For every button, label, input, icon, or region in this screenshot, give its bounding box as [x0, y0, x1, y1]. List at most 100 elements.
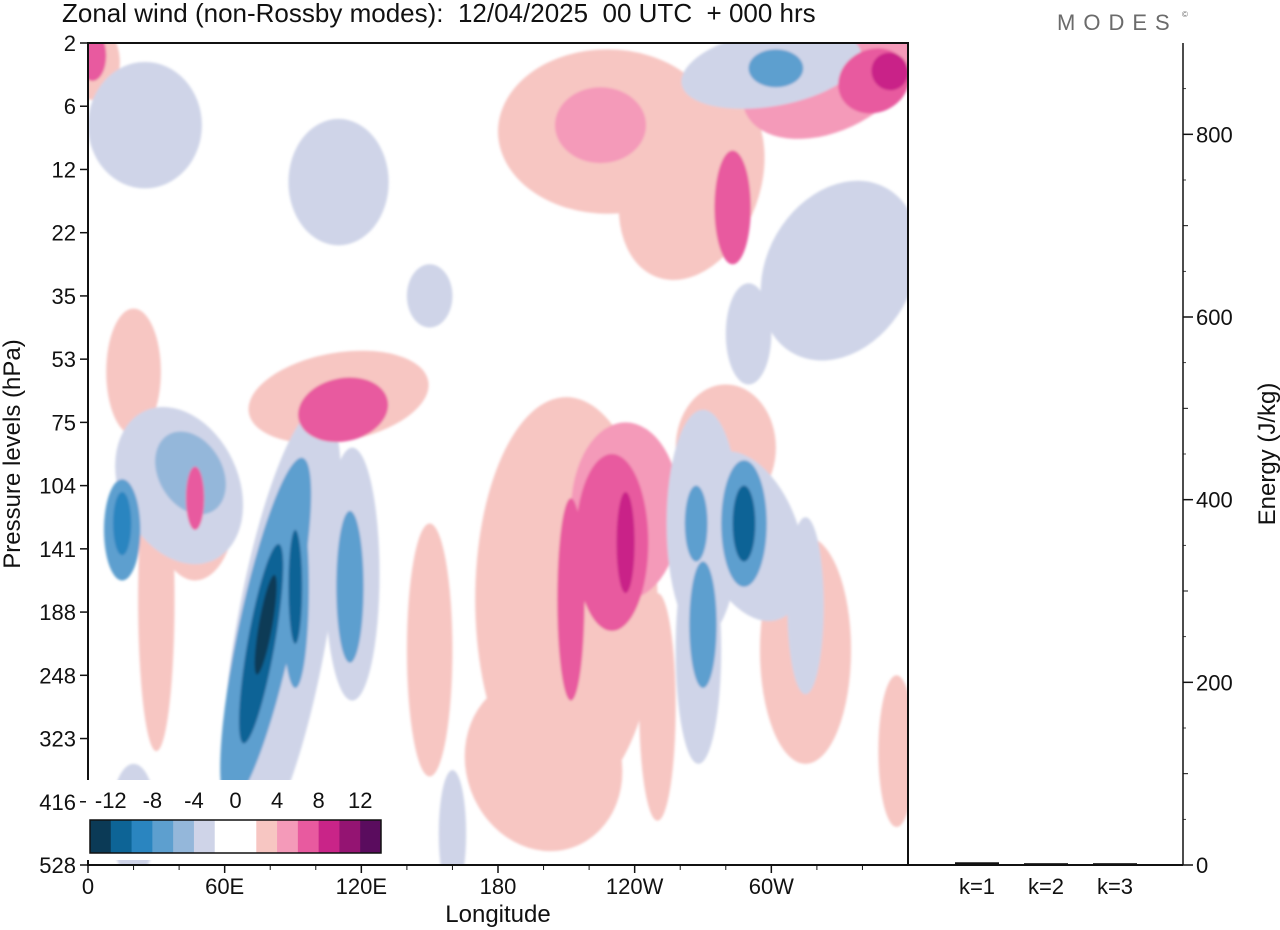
y-tick-label: 22	[52, 221, 76, 246]
colorbar-swatch	[360, 820, 382, 853]
positive-contour-region	[871, 52, 908, 91]
negative-contour-region	[725, 283, 772, 385]
y-tick-label: 323	[39, 727, 76, 752]
contour-fields	[88, 43, 908, 865]
positive-contour-region	[298, 377, 389, 443]
negative-contour-region	[406, 264, 453, 328]
negative-contour-region	[113, 491, 132, 556]
negative-contour-region	[732, 485, 756, 562]
chart-title: Zonal wind (non-Rossby modes): 12/04/202…	[62, 0, 816, 28]
energy-y-axis: 0 200 400 600 800	[1183, 88, 1233, 878]
colorbar-swatch	[193, 820, 216, 853]
colorbar-labels: -12 -8 -4 0 4 8 12	[95, 788, 373, 813]
y-tick-label: 141	[39, 537, 76, 562]
y-tick-label: 416	[39, 790, 76, 815]
energy-x-axis: k=1 k=2 k=3	[959, 874, 1133, 899]
colorbar-swatch	[173, 820, 195, 853]
x-tick-label: 120E	[336, 874, 387, 899]
x-axis-title: Longitude	[445, 901, 550, 928]
colorbar-swatch	[131, 820, 153, 853]
contour-panel: 0 60E 120E 180 120W 60W 2 6 12 22 35 53 75 104 141 188…	[0, 31, 909, 928]
x-axis: 0 60E 120E 180 120W 60W	[82, 865, 863, 899]
energy-x-tick-label: k=1	[959, 874, 995, 899]
colorbar-swatch	[214, 820, 236, 853]
y-axis: 2 6 12 22 35 53 75 104 141 188 248 323 416 528	[39, 31, 88, 878]
colorbar-label: 0	[229, 788, 241, 813]
x-tick-label: 0	[82, 874, 94, 899]
colorbar: -12 -8 -4 0 4 8 12	[86, 780, 386, 860]
negative-contour-region	[748, 49, 804, 88]
colorbar-swatch	[256, 820, 278, 853]
colorbar-swatch	[277, 820, 299, 853]
negative-contour-region	[787, 517, 824, 695]
energy-x-tick-label: k=2	[1028, 874, 1064, 899]
positive-contour-region	[88, 43, 107, 81]
negative-contour-region	[689, 561, 717, 688]
negative-contour-region	[288, 529, 303, 644]
positive-contour-region	[406, 523, 453, 777]
x-tick-label: 60E	[205, 874, 244, 899]
negative-contour-region	[88, 61, 202, 189]
negative-contour-region	[288, 118, 389, 246]
positive-contour-region	[878, 675, 908, 828]
positive-contour-region	[639, 593, 676, 821]
energy-y-axis-title: Energy (J/kg)	[1254, 383, 1280, 526]
colorbar-swatches	[90, 820, 382, 853]
energy-bars	[955, 862, 1137, 865]
negative-contour-region	[254, 574, 277, 675]
energy-panel: k=1 k=2 k=3 0 200 400 600 800 Energy (J/kg)	[907, 43, 1280, 899]
energy-x-tick-label: k=3	[1097, 874, 1133, 899]
y-tick-label: 6	[64, 94, 76, 119]
colorbar-swatch	[318, 820, 340, 853]
energy-y-tick-label: 800	[1196, 122, 1233, 147]
positive-contour-region	[714, 150, 751, 265]
brand-copyright-mark: ©	[1182, 10, 1188, 19]
colorbar-swatch	[235, 820, 257, 853]
colorbar-swatch	[90, 820, 112, 853]
y-tick-label: 528	[39, 853, 76, 878]
positive-contour-region	[554, 87, 647, 164]
x-tick-label: 60W	[749, 874, 794, 899]
positive-contour-region	[185, 466, 205, 530]
energy-y-tick-label: 600	[1196, 305, 1233, 330]
colorbar-label: 12	[348, 788, 372, 813]
colorbar-frame	[89, 819, 382, 854]
y-tick-label: 2	[64, 31, 76, 56]
energy-y-tick-label: 200	[1196, 670, 1233, 695]
negative-contour-region	[684, 485, 708, 562]
y-axis-title: Pressure levels (hPa)	[0, 339, 26, 568]
negative-contour-region	[336, 510, 364, 663]
energy-y-tick-label: 400	[1196, 488, 1233, 513]
colorbar-label: 8	[313, 788, 325, 813]
positive-contour-region	[106, 308, 161, 436]
brand-logo: MODES	[1057, 10, 1178, 35]
y-tick-label: 35	[52, 284, 76, 309]
x-tick-label: 120W	[606, 874, 664, 899]
x-tick-label: 180	[480, 874, 517, 899]
energy-bar	[1093, 863, 1137, 865]
colorbar-label: -12	[95, 788, 127, 813]
y-tick-label: 75	[52, 410, 76, 435]
colorbar-swatch	[152, 820, 174, 853]
positive-contour-region	[464, 676, 623, 852]
positive-contour-region	[575, 454, 649, 632]
colorbar-swatch	[297, 820, 320, 853]
energy-bar	[1024, 863, 1068, 865]
positive-contour-region	[616, 491, 635, 594]
y-tick-label: 104	[39, 474, 76, 499]
y-tick-label: 248	[39, 663, 76, 688]
negative-contour-region	[760, 180, 908, 361]
y-tick-label: 53	[52, 347, 76, 372]
y-tick-label: 188	[39, 600, 76, 625]
negative-contour-region	[438, 770, 467, 865]
energy-y-tick-label: 0	[1196, 853, 1208, 878]
colorbar-label: -8	[143, 788, 163, 813]
energy-bar	[955, 862, 999, 865]
colorbar-label: 4	[271, 788, 283, 813]
colorbar-swatch	[339, 820, 361, 853]
colorbar-label: -4	[184, 788, 204, 813]
y-tick-label: 12	[52, 157, 76, 182]
positive-contour-region	[557, 498, 585, 701]
colorbar-swatch	[110, 820, 133, 853]
